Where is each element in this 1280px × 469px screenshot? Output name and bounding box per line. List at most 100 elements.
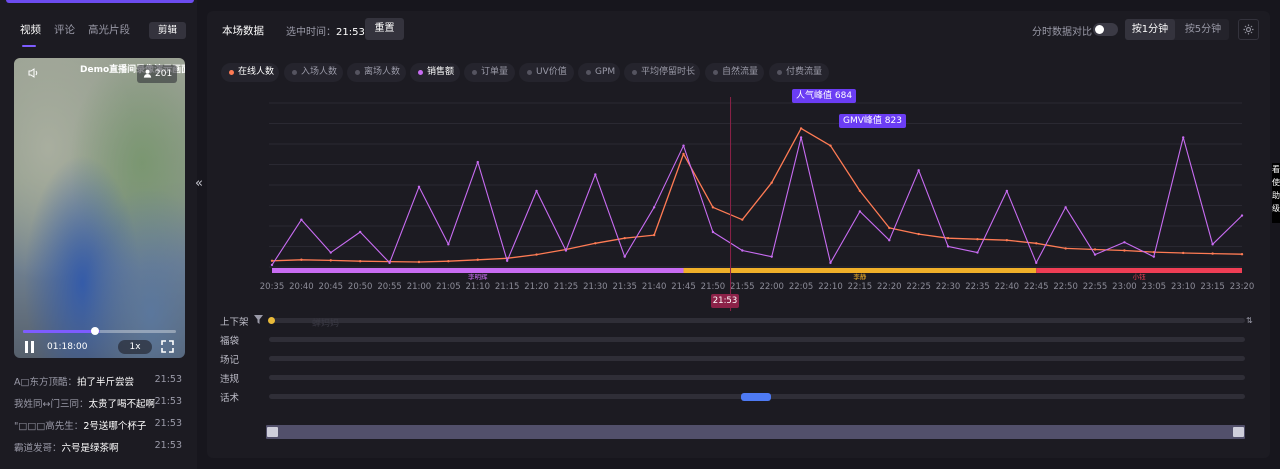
video-time: 01:18:00 xyxy=(47,342,88,352)
timeline-chart[interactable]: 李明辉 李静 小钰 20:35 20:40 20:45 20:50 20:55 21:00 21:… xyxy=(207,11,1270,311)
comment-row: A□东方顶酷：拍了半斤尝尝 21:53 xyxy=(14,374,189,396)
tab-video[interactable]: 视频 xyxy=(20,24,41,36)
x-tick-label: 21:55 xyxy=(730,282,755,292)
x-tick-label: 22:15 xyxy=(848,282,873,292)
pause-icon[interactable] xyxy=(24,341,35,353)
edit-button[interactable]: 剪辑 xyxy=(149,22,186,39)
tab-highlights[interactable]: 高光片段 xyxy=(88,24,130,36)
host-segment-bar xyxy=(683,268,1037,273)
data-point xyxy=(623,255,626,258)
legend-chip-online[interactable]: 在线人数 xyxy=(221,63,279,82)
comment-text: 拍了半斤尝尝 xyxy=(76,377,134,388)
legend-chip-natural[interactable]: 自然流量 xyxy=(705,63,764,82)
x-tick-label: 20:55 xyxy=(377,282,402,292)
comment-text: 六号是绿茶啊 xyxy=(61,443,119,454)
legend-chip-orders[interactable]: 订单量 xyxy=(464,63,515,82)
granularity-switch: 按1分钟 按5分钟 xyxy=(1125,19,1229,40)
comment-row: 我姓同↔门三同：太贵了喝不起啊 21:53 xyxy=(14,396,189,418)
granularity-1min-button[interactable]: 按1分钟 xyxy=(1125,19,1175,40)
x-tick-label: 22:00 xyxy=(759,282,784,292)
settings-button[interactable] xyxy=(1238,19,1259,40)
x-tick-label: 21:10 xyxy=(466,282,491,292)
data-point xyxy=(1123,249,1126,252)
legend-chip-uv[interactable]: UV价值 xyxy=(519,63,574,82)
comment-time: 21:53 xyxy=(154,440,182,451)
data-point xyxy=(1093,248,1097,251)
x-tick-label: 22:55 xyxy=(1083,282,1108,292)
data-point xyxy=(917,169,920,172)
track-bar-violation xyxy=(269,375,1245,380)
data-point xyxy=(1123,241,1126,244)
data-point xyxy=(741,218,744,221)
data-point xyxy=(329,251,332,254)
comment-time: 21:53 xyxy=(154,396,182,407)
x-tick-label: 22:05 xyxy=(789,282,814,292)
x-tick-label: 22:30 xyxy=(936,282,961,292)
host-segment-label: 小钰 xyxy=(1133,272,1147,281)
legend-chip-gpm[interactable]: GPM xyxy=(578,63,620,82)
x-tick-label: 21:15 xyxy=(495,282,519,292)
side-drawer-tab[interactable]: 看使助级 xyxy=(1272,163,1280,223)
data-point xyxy=(888,239,891,242)
data-point xyxy=(358,230,362,234)
selected-time-tag: 21:53 xyxy=(711,294,739,308)
track-label-violation: 违规 xyxy=(220,374,240,385)
left-tabs: 视频 评论 高光片段 xyxy=(0,14,197,47)
speech-marker[interactable] xyxy=(741,393,771,401)
listing-marker[interactable] xyxy=(268,317,275,324)
data-point xyxy=(770,181,773,184)
data-point xyxy=(829,261,832,265)
video-progress-handle[interactable] xyxy=(91,327,99,335)
range-handle-left[interactable] xyxy=(267,427,278,437)
tab-comments[interactable]: 评论 xyxy=(54,24,75,36)
video-progress-fill xyxy=(23,330,100,333)
data-point xyxy=(976,251,979,254)
video-progress-bar[interactable] xyxy=(23,330,176,333)
x-tick-label: 22:50 xyxy=(1053,282,1078,292)
data-point xyxy=(1211,252,1214,255)
tab-underline xyxy=(22,45,36,47)
legend-chip-enter[interactable]: 入场人数 xyxy=(284,63,343,82)
data-point xyxy=(946,245,950,248)
data-point xyxy=(1064,247,1067,250)
legend-chip-leave[interactable]: 离场人数 xyxy=(347,63,406,82)
sort-icon[interactable]: ⇅ xyxy=(1246,316,1253,325)
filter-icon[interactable] xyxy=(254,315,263,324)
track-label-luckybag: 福袋 xyxy=(220,336,240,347)
track-bar-luckybag xyxy=(269,337,1245,342)
compare-toggle[interactable] xyxy=(1093,23,1118,36)
legend-chip-stay[interactable]: 平均停留时长 xyxy=(624,63,700,82)
range-scroller[interactable] xyxy=(266,425,1245,439)
data-point xyxy=(535,253,538,256)
viewer-count-badge: 201 xyxy=(137,65,177,83)
x-tick-label: 22:35 xyxy=(965,282,990,292)
video-player[interactable]: Demo直播间录像演示画面 201 01:18:00 1x xyxy=(14,58,185,358)
granularity-5min-button[interactable]: 按5分钟 xyxy=(1184,24,1222,35)
fullscreen-icon[interactable] xyxy=(161,340,174,353)
page-title: 本场数据 xyxy=(222,25,264,37)
x-tick-label: 21:50 xyxy=(701,282,726,292)
series-line-sales xyxy=(271,136,1243,266)
data-point xyxy=(741,249,744,252)
data-point xyxy=(417,260,421,264)
range-handle-right[interactable] xyxy=(1233,427,1244,437)
x-tick-label: 23:20 xyxy=(1230,282,1255,292)
data-point xyxy=(447,243,450,246)
x-tick-label: 21:45 xyxy=(671,282,696,292)
collapse-panel-icon[interactable]: « xyxy=(195,176,203,191)
x-tick-label: 23:00 xyxy=(1112,282,1137,292)
left-panel: 视频 评论 高光片段 剪辑 Demo直播间录像演示画面 201 01:18:00… xyxy=(0,0,197,469)
data-point xyxy=(946,236,950,240)
legend-chip-sales[interactable]: 销售额 xyxy=(410,63,460,82)
data-point xyxy=(1152,255,1156,258)
data-point xyxy=(329,259,332,262)
playback-speed-button[interactable]: 1x xyxy=(118,340,152,354)
comment-list: A□东方顶酷：拍了半斤尝尝 21:53 我姓同↔门三同：太贵了喝不起啊 21:5… xyxy=(14,374,189,462)
legend-chip-paid[interactable]: 付费流量 xyxy=(769,63,829,82)
x-tick-label: 23:10 xyxy=(1171,282,1196,292)
data-point xyxy=(1182,251,1185,255)
data-point xyxy=(799,127,803,130)
reset-button[interactable]: 重置 xyxy=(365,18,404,40)
data-point xyxy=(976,237,979,241)
volume-icon[interactable] xyxy=(28,68,40,81)
